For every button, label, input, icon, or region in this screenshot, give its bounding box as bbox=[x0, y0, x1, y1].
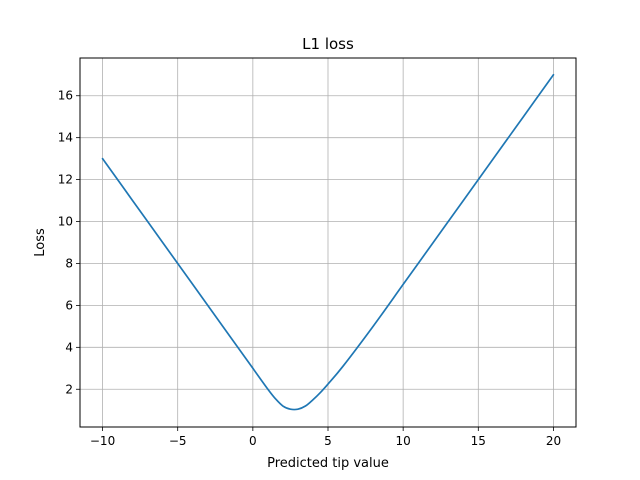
y-tick-label: 16 bbox=[58, 89, 73, 103]
loss-curve-line bbox=[101, 73, 555, 411]
x-tick-label: −5 bbox=[169, 434, 187, 448]
x-tick-label: 20 bbox=[546, 434, 561, 448]
chart-title: L1 loss bbox=[302, 35, 354, 53]
y-tick-label: 12 bbox=[58, 173, 73, 187]
x-axis-label: Predicted tip value bbox=[267, 456, 389, 471]
series-layer bbox=[101, 73, 555, 411]
x-tick-label: −10 bbox=[90, 434, 115, 448]
x-tick-label: 10 bbox=[396, 434, 411, 448]
x-tick-label: 15 bbox=[471, 434, 486, 448]
x-tick-label: 5 bbox=[324, 434, 332, 448]
y-tick-label: 10 bbox=[58, 215, 73, 229]
y-axis-ticks: 2 4 6 8 10 12 14 16 bbox=[58, 89, 80, 396]
x-axis-ticks: −10 −5 0 5 10 15 20 bbox=[90, 427, 561, 448]
y-axis-label: Loss bbox=[33, 228, 48, 257]
y-tick-label: 4 bbox=[65, 340, 73, 354]
y-tick-label: 2 bbox=[65, 382, 73, 396]
y-tick-label: 6 bbox=[65, 298, 73, 312]
grid bbox=[80, 58, 576, 427]
y-tick-label: 8 bbox=[65, 256, 73, 270]
y-tick-label: 14 bbox=[58, 131, 73, 145]
x-tick-label: 0 bbox=[249, 434, 257, 448]
